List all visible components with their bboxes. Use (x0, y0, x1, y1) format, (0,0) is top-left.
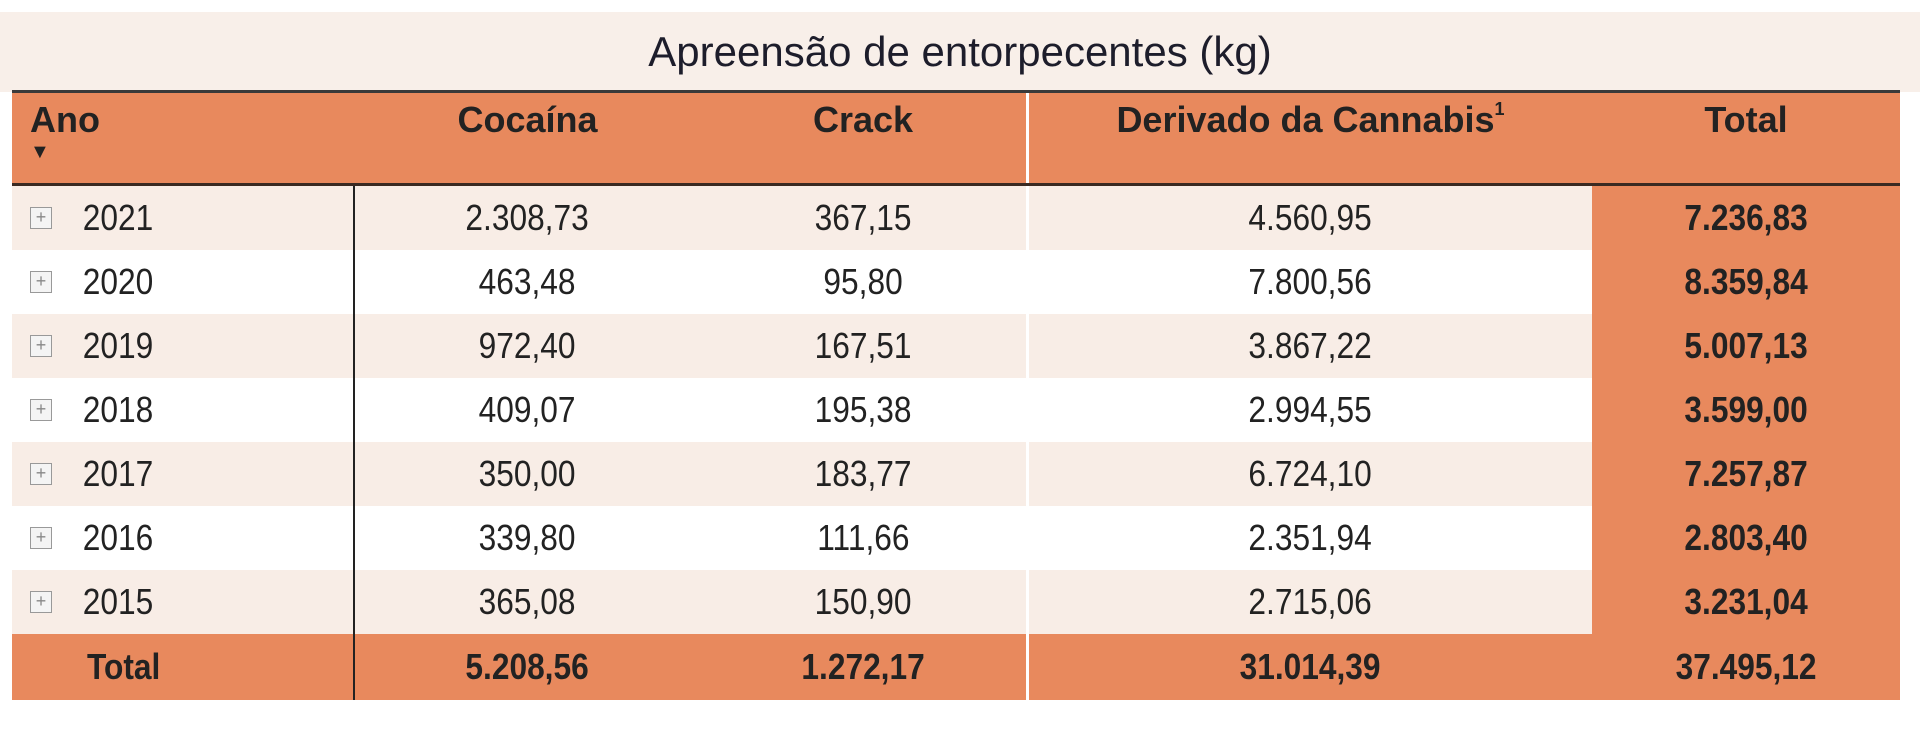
expand-plus-icon[interactable]: + (30, 527, 52, 549)
sort-down-icon[interactable]: ▼ (30, 141, 50, 163)
column-header-label: Total (1704, 99, 1788, 140)
column-header-label: Cocaína (457, 99, 598, 140)
cannabis-cell: 7.800,56 (1248, 261, 1373, 302)
cocaina-cell: 350,00 (479, 453, 576, 494)
year-cell: +2016 (12, 506, 355, 570)
pivot-table: Ano ▼ Cocaína Crack Derivado da Cannabis… (12, 90, 1900, 700)
year-label: 2018 (82, 389, 154, 430)
cocaina-cell: 339,80 (479, 517, 576, 558)
column-header-label: Derivado da Cannabis (1116, 99, 1495, 140)
year-label: 2020 (82, 261, 154, 302)
title-band (0, 12, 1920, 92)
expand-plus-icon[interactable]: + (30, 335, 52, 357)
column-header-crack[interactable]: Crack (700, 93, 1029, 183)
column-header-ano[interactable]: Ano ▼ (12, 93, 355, 183)
cannabis-cell: 4.560,95 (1248, 197, 1373, 238)
cocaina-cell: 463,48 (479, 261, 576, 302)
column-header-total[interactable]: Total (1592, 93, 1900, 183)
year-label: 2017 (82, 453, 154, 494)
totals-cannabis: 31.014,39 (1240, 646, 1381, 687)
table-row: +2017 350,00 183,77 6.724,10 7.257,87 (12, 442, 1900, 506)
totals-cocaina: 5.208,56 (465, 646, 590, 687)
crack-cell: 95,80 (700, 250, 1029, 314)
table-row: +2018 409,07 195,38 2.994,55 3.599,00 (12, 378, 1900, 442)
totals-crack: 1.272,17 (700, 634, 1029, 700)
footnote-marker: 1 (1494, 99, 1505, 119)
totals-total: 37.495,12 (1675, 646, 1817, 687)
year-label: 2021 (82, 197, 154, 238)
cocaina-cell: 2.308,73 (465, 197, 590, 238)
column-header-label: Crack (812, 99, 914, 140)
crack-cell: 111,66 (700, 506, 1029, 570)
expand-plus-icon[interactable]: + (30, 399, 52, 421)
column-header-label: Ano (30, 99, 100, 140)
cannabis-cell: 2.994,55 (1248, 389, 1373, 430)
table-row: +2019 972,40 167,51 3.867,22 5.007,13 (12, 314, 1900, 378)
year-cell: +2019 (12, 314, 355, 378)
year-label: 2015 (82, 581, 154, 622)
year-cell: +2015 (12, 570, 355, 634)
total-cell: 8.359,84 (1592, 250, 1900, 314)
total-cell: 2.803,40 (1592, 506, 1900, 570)
crack-cell: 150,90 (700, 570, 1029, 634)
total-cell: 7.236,83 (1592, 186, 1900, 250)
year-cell: +2020 (12, 250, 355, 314)
table-row: +2015 365,08 150,90 2.715,06 3.231,04 (12, 570, 1900, 634)
table-row: +2016 339,80 111,66 2.351,94 2.803,40 (12, 506, 1900, 570)
cocaina-cell: 365,08 (479, 581, 576, 622)
cannabis-cell: 3.867,22 (1248, 325, 1373, 366)
total-cell: 3.599,00 (1592, 378, 1900, 442)
crack-cell: 367,15 (700, 186, 1029, 250)
column-header-cannabis[interactable]: Derivado da Cannabis 1 (1029, 93, 1592, 183)
totals-label: Total (12, 634, 355, 700)
cocaina-cell: 972,40 (479, 325, 576, 366)
table-row: +2021 2.308,73 367,15 4.560,95 7.236,83 (12, 186, 1900, 250)
year-cell: +2021 (12, 186, 355, 250)
total-cell: 7.257,87 (1592, 442, 1900, 506)
column-header-cocaina[interactable]: Cocaína (355, 93, 700, 183)
cannabis-cell: 2.715,06 (1248, 581, 1373, 622)
total-cell: 5.007,13 (1592, 314, 1900, 378)
expand-plus-icon[interactable]: + (30, 271, 52, 293)
cocaina-cell: 409,07 (479, 389, 576, 430)
expand-plus-icon[interactable]: + (30, 591, 52, 613)
table-row: +2020 463,48 95,80 7.800,56 8.359,84 (12, 250, 1900, 314)
expand-plus-icon[interactable]: + (30, 207, 52, 229)
cannabis-cell: 2.351,94 (1248, 517, 1373, 558)
crack-cell: 183,77 (700, 442, 1029, 506)
crack-cell: 167,51 (700, 314, 1029, 378)
crack-cell: 195,38 (700, 378, 1029, 442)
year-label: 2016 (82, 517, 154, 558)
year-label: 2019 (82, 325, 154, 366)
totals-row: Total 5.208,56 1.272,17 31.014,39 37.495… (12, 634, 1900, 700)
year-cell: +2018 (12, 378, 355, 442)
cannabis-cell: 6.724,10 (1248, 453, 1373, 494)
year-cell: +2017 (12, 442, 355, 506)
header-row: Ano ▼ Cocaína Crack Derivado da Cannabis… (12, 90, 1900, 186)
expand-plus-icon[interactable]: + (30, 463, 52, 485)
table-title: Apreensão de entorpecentes (kg) (648, 28, 1272, 75)
total-cell: 3.231,04 (1592, 570, 1900, 634)
